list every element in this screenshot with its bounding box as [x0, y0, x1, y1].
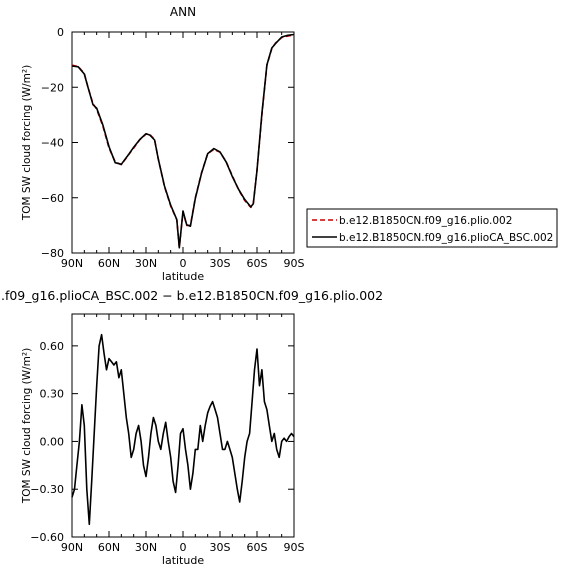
- x-tick-label: 60N: [98, 541, 120, 554]
- x-tick-label: 90N: [61, 257, 83, 270]
- y-tick-label: −80: [41, 247, 64, 260]
- y-tick-label: 0.00: [40, 435, 65, 448]
- series-line-1-0: [71, 333, 295, 526]
- x-tick-label: 0: [180, 541, 187, 554]
- x-axis-label: latitude: [162, 554, 204, 567]
- y-tick-label: −0.30: [30, 483, 64, 496]
- x-tick-label: 90S: [284, 257, 305, 270]
- x-tick-label: 60S: [247, 541, 268, 554]
- x-tick-label: 0: [180, 257, 187, 270]
- x-tick-label: 90N: [61, 541, 83, 554]
- x-tick-label: 30N: [135, 257, 157, 270]
- chart-title: CN.f09_g16.plioCA_BSC.002 − b.e12.B1850C…: [0, 288, 383, 303]
- y-tick-label: −40: [41, 137, 64, 150]
- x-tick-label: 30N: [135, 541, 157, 554]
- y-tick-label: −60: [41, 192, 64, 205]
- x-tick-label: 30S: [210, 541, 231, 554]
- series-line-0-1: [71, 33, 295, 249]
- x-tick-label: 60S: [247, 257, 268, 270]
- legend-box: [306, 208, 558, 248]
- y-tick-label: 0.30: [40, 388, 65, 401]
- plot-frame: [71, 31, 295, 254]
- y-axis-label: TOM SW cloud forcing (W/m²): [21, 65, 33, 221]
- legend-label: b.e12.B1850CN.f09_g16.plioCA_BSC.002: [339, 232, 553, 244]
- plot-frame: [71, 313, 295, 538]
- x-tick-label: 90S: [284, 541, 305, 554]
- chart-title: ANN: [170, 5, 196, 19]
- y-tick-label: 0.60: [40, 340, 65, 353]
- y-tick-label: −0.60: [30, 531, 64, 544]
- legend-label: b.e12.B1850CN.f09_g16.plio.002: [339, 215, 512, 227]
- x-tick-label: 60N: [98, 257, 120, 270]
- y-tick-label: 0: [57, 26, 64, 39]
- y-tick-label: −20: [41, 81, 64, 94]
- x-tick-label: 30S: [210, 257, 231, 270]
- y-axis-label: TOM SW cloud forcing (W/m²): [21, 348, 33, 504]
- x-axis-label: latitude: [162, 270, 204, 283]
